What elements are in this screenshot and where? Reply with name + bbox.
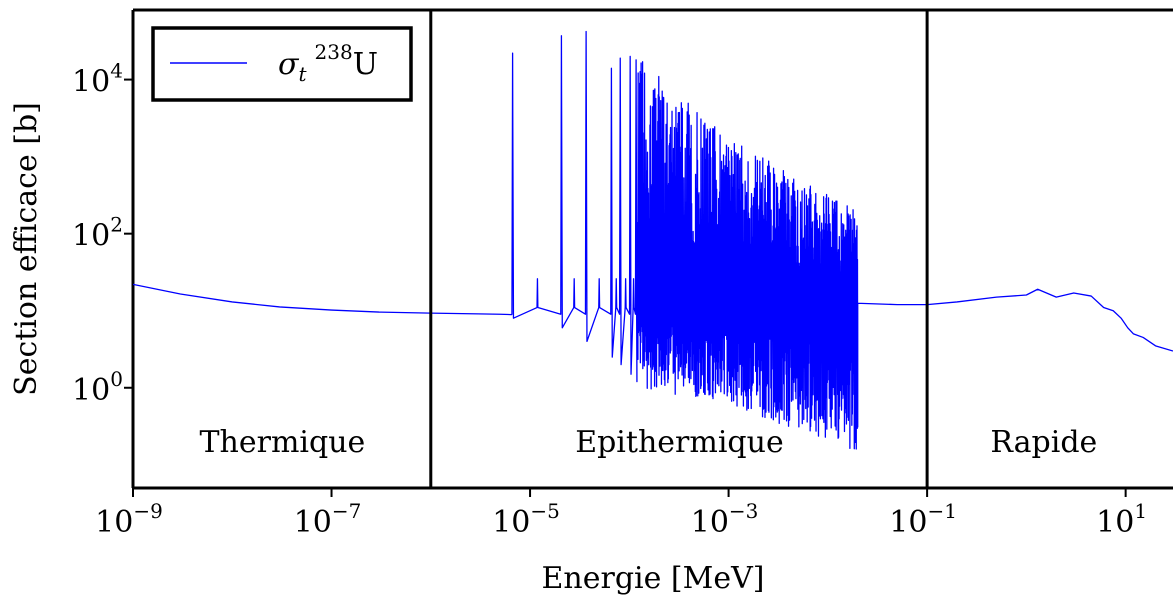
region-label-thermique: Thermique: [200, 425, 366, 460]
legend-subscript: t: [298, 62, 307, 86]
y-tick-label: 100: [72, 367, 123, 408]
y-tick-label: 104: [72, 59, 123, 100]
x-tick-label: 10−9: [95, 499, 163, 540]
x-axis-ticks: 10−9 10−7 10−5 10−3 10−1 101: [95, 488, 1147, 540]
x-tick-label: 101: [1096, 499, 1147, 540]
legend-symbol: σ: [278, 47, 300, 82]
legend-label: σt 238U: [278, 40, 378, 86]
x-tick-label: 10−1: [889, 499, 957, 540]
legend-element: U: [353, 47, 378, 82]
legend-superscript: 238: [315, 40, 353, 64]
plot-frame: [131, 8, 1173, 490]
x-axis-label: Energie [MeV]: [542, 561, 765, 596]
y-axis-label: Section efficace [b]: [9, 102, 44, 396]
x-tick-label: 10−3: [691, 499, 759, 540]
x-tick-label: 10−5: [492, 499, 560, 540]
x-tick-label: 10−7: [294, 499, 362, 540]
region-label-rapide: Rapide: [990, 425, 1097, 460]
region-boundaries: [429, 10, 929, 488]
cross-section-line: [133, 30, 1173, 450]
legend-box: [151, 26, 413, 102]
y-tick-label: 102: [72, 213, 123, 254]
region-labels: Thermique Epithermique Rapide: [200, 425, 1098, 460]
y-axis-ticks: 100 102 104: [72, 59, 133, 408]
legend: σt 238U: [151, 26, 413, 102]
region-label-epithermique: Epithermique: [575, 425, 784, 460]
